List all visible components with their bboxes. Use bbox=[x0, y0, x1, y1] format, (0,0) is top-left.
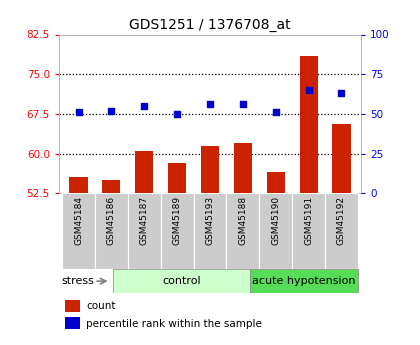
Point bbox=[338, 90, 345, 96]
Text: acute hypotension: acute hypotension bbox=[252, 276, 356, 286]
Point bbox=[75, 109, 82, 115]
Bar bbox=[168, 163, 186, 193]
Bar bbox=[201, 146, 219, 193]
Text: GSM45191: GSM45191 bbox=[304, 196, 313, 245]
Bar bbox=[249, 269, 359, 293]
Text: GSM45190: GSM45190 bbox=[271, 196, 280, 245]
Bar bbox=[259, 193, 292, 269]
Text: GSM45192: GSM45192 bbox=[337, 196, 346, 245]
Bar bbox=[69, 177, 87, 193]
Point bbox=[141, 103, 147, 109]
Text: GSM45184: GSM45184 bbox=[74, 196, 83, 245]
Bar bbox=[102, 180, 121, 193]
Text: GSM45186: GSM45186 bbox=[107, 196, 116, 245]
Point bbox=[305, 87, 312, 93]
Bar bbox=[128, 193, 161, 269]
Text: GSM45193: GSM45193 bbox=[205, 196, 215, 245]
Bar bbox=[95, 193, 128, 269]
Point bbox=[108, 108, 115, 114]
Bar bbox=[226, 193, 259, 269]
Bar bbox=[65, 300, 80, 312]
Text: count: count bbox=[86, 302, 116, 311]
Bar bbox=[234, 143, 252, 193]
Bar bbox=[161, 193, 194, 269]
Bar bbox=[62, 193, 95, 269]
Bar bbox=[113, 269, 249, 293]
Bar bbox=[194, 193, 226, 269]
Bar bbox=[65, 317, 80, 329]
Point bbox=[174, 111, 181, 117]
Text: GSM45187: GSM45187 bbox=[140, 196, 149, 245]
Point bbox=[239, 101, 246, 107]
Text: GSM45189: GSM45189 bbox=[173, 196, 181, 245]
Bar bbox=[292, 193, 325, 269]
Bar bbox=[135, 151, 153, 193]
Text: GSM45188: GSM45188 bbox=[239, 196, 247, 245]
Bar bbox=[333, 125, 351, 193]
Text: control: control bbox=[162, 276, 201, 286]
Text: percentile rank within the sample: percentile rank within the sample bbox=[86, 319, 262, 328]
Text: stress: stress bbox=[61, 276, 94, 286]
Title: GDS1251 / 1376708_at: GDS1251 / 1376708_at bbox=[129, 18, 291, 32]
Bar bbox=[299, 56, 318, 193]
Point bbox=[273, 109, 279, 115]
Bar bbox=[325, 193, 358, 269]
Bar bbox=[267, 172, 285, 193]
Point bbox=[207, 101, 213, 107]
